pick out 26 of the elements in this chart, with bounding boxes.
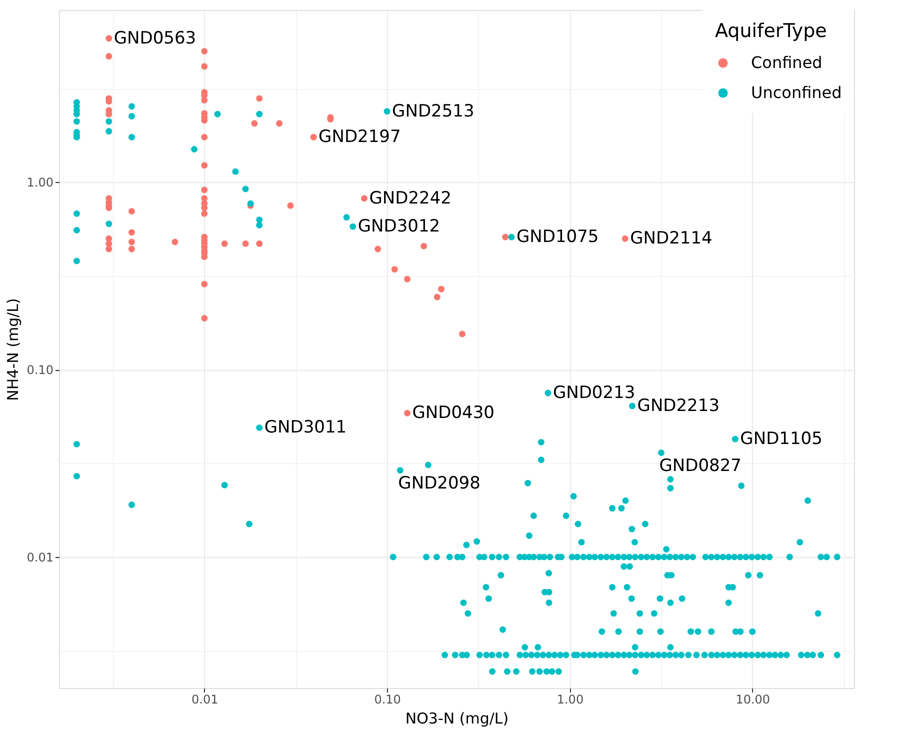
annotation: GND0430 bbox=[412, 403, 494, 424]
legend-title: AquiferType bbox=[715, 20, 827, 42]
annotation: GND1105 bbox=[740, 429, 822, 450]
annotation: GND0213 bbox=[552, 383, 636, 404]
x-tick-label: 0.10 bbox=[374, 692, 401, 706]
annotation: GND2242 bbox=[369, 188, 452, 208]
annotation: GND2197 bbox=[318, 127, 401, 148]
annotation: GND3012 bbox=[358, 216, 440, 237]
annotation: GND0563 bbox=[114, 28, 196, 48]
x-tick-label: 10.00 bbox=[736, 692, 770, 706]
annotation: GND2098 bbox=[398, 473, 480, 494]
y-tick-label: 0.10 bbox=[26, 363, 54, 378]
y-tick-label: 1.00 bbox=[26, 176, 54, 190]
annotation: GND3011 bbox=[264, 418, 347, 438]
legend-label: Confined bbox=[751, 53, 822, 72]
annotation: GND2213 bbox=[637, 396, 720, 416]
x-axis-title: NO3-N (mg/L) bbox=[405, 710, 509, 728]
y-tick-label: 0.01 bbox=[26, 550, 54, 565]
annotation: GND0827 bbox=[659, 456, 742, 476]
annotation: GND1075 bbox=[516, 227, 599, 248]
x-tick-label: 1.00 bbox=[556, 692, 584, 706]
x-tick-label: 0.01 bbox=[192, 692, 218, 706]
y-axis-title: NH4-N (mg/L) bbox=[4, 298, 22, 401]
legend-label: Unconfined bbox=[751, 83, 842, 102]
annotation: GND2114 bbox=[630, 228, 712, 249]
annotation: GND2513 bbox=[392, 101, 474, 122]
